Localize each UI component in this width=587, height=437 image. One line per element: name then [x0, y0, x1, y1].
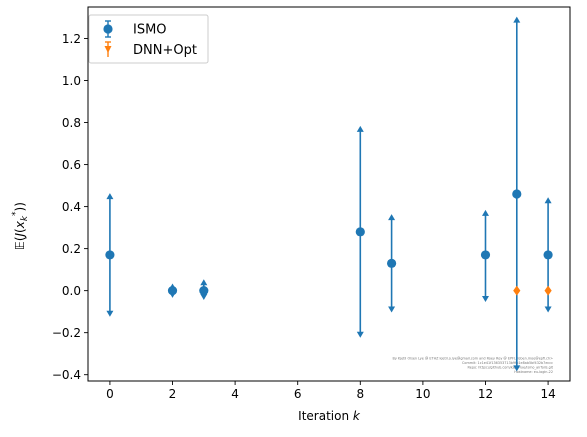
errorbar-upper-0-5 — [481, 209, 489, 216]
watermark-line-1: By Kjetil Olsen Lye @ ETHZ kjetil.o.lye@… — [393, 357, 554, 361]
point-0-1 — [167, 286, 178, 296]
y-tick-label-6: 0.8 — [62, 116, 81, 130]
watermark-line-3: Repo: https://github.com/kjetil-lye/ismo… — [468, 366, 554, 370]
legend-dnn-symbol — [104, 41, 112, 57]
watermark-line-2: Commit: 1c1e41f136353713b9fb1e8ab5bf432b… — [462, 361, 553, 365]
errorbar-upper-0-2 — [200, 279, 208, 286]
y-tick-label-2: 0.0 — [62, 284, 81, 298]
y-tick-label-1: −0.2 — [52, 326, 81, 340]
x-tick-label-1: 2 — [169, 387, 177, 401]
x-tick-label-3: 6 — [294, 387, 302, 401]
x-tick-label-5: 10 — [415, 387, 430, 401]
point-0-0 — [105, 250, 115, 260]
x-tick-label-2: 4 — [231, 387, 239, 401]
series-layer — [105, 16, 553, 372]
y-axis-label: 𝔼(J(xk*)) — [11, 202, 30, 250]
x-tick-label-6: 12 — [478, 387, 493, 401]
errorbar-lower-0-3 — [356, 331, 364, 338]
legend-ismo-marker — [103, 24, 113, 34]
errorbar-lower-0-6 — [513, 365, 521, 372]
errorbar-upper-0-0 — [106, 193, 114, 200]
point-0-2 — [199, 286, 209, 296]
errorbar-upper-0-3 — [356, 125, 364, 132]
errorbar-upper-0-4 — [388, 214, 396, 221]
point-0-6 — [512, 189, 522, 199]
point-1-1 — [544, 285, 552, 296]
series-1 — [513, 285, 552, 296]
point-0-3 — [355, 227, 365, 237]
errorbar-upper-0-7 — [544, 197, 552, 204]
errorbar-lower-0-0 — [106, 310, 114, 317]
point-0-7 — [543, 250, 553, 260]
y-tick-label-7: 1.0 — [62, 74, 81, 88]
tick-layer: 0 2 4 6 8 10 12 14 −0.4 −0.2 0.0 0.2 0.4 0.6 0.8 1.0 1.2 — [52, 32, 556, 401]
x-axis-label: Iteration k — [298, 409, 361, 423]
legend-dnn-label: DNN+Opt — [133, 43, 197, 58]
watermark: By Kjetil Olsen Lye @ ETHZ kjetil.o.lye@… — [393, 357, 554, 375]
y-tick-label-0: −0.4 — [52, 368, 81, 382]
point-0-5 — [480, 250, 491, 260]
x-tick-label-0: 0 — [106, 387, 114, 401]
errorbar-upper-0-6 — [513, 16, 521, 23]
errorbar-lower-0-5 — [481, 296, 489, 303]
legend-dnn-marker — [104, 46, 112, 53]
plot-frame — [87, 6, 571, 382]
point-0-4 — [386, 258, 397, 268]
x-tick-label-4: 8 — [356, 387, 364, 401]
series-0 — [105, 16, 553, 372]
legend-ismo-symbol — [103, 20, 113, 38]
y-tick-label-4: 0.4 — [62, 200, 81, 214]
y-tick-label-8: 1.2 — [62, 32, 81, 46]
legend: ISMO DNN+Opt — [88, 14, 209, 64]
errorbar-lower-0-2 — [200, 293, 208, 300]
y-tick-label-5: 0.6 — [62, 158, 81, 172]
legend-ismo-label: ISMO — [133, 23, 167, 38]
legend-box — [88, 14, 209, 64]
x-tick-label-7: 14 — [540, 387, 555, 401]
errorbar-lower-0-4 — [388, 306, 396, 313]
watermark-line-4: Hostname: eu-login-22 — [514, 370, 553, 374]
errorbar-lower-0-7 — [544, 306, 552, 313]
y-tick-label-3: 0.2 — [62, 242, 81, 256]
point-1-0 — [513, 285, 521, 296]
